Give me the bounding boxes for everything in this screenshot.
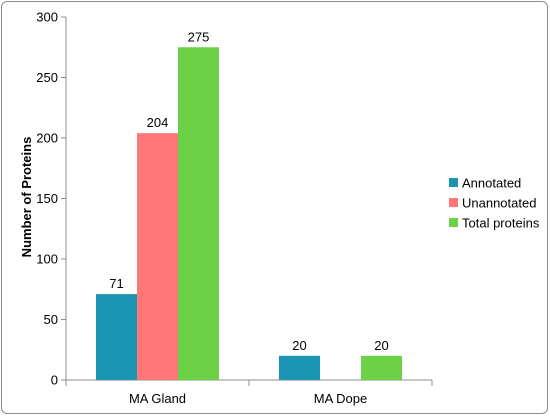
legend-swatch <box>449 178 458 187</box>
y-tick-label: 100 <box>36 252 58 267</box>
y-tick-label: 50 <box>44 312 58 327</box>
y-tick-label: 150 <box>36 191 58 206</box>
data-label: 71 <box>109 276 123 291</box>
data-label: 20 <box>292 338 306 353</box>
bar <box>178 47 219 380</box>
y-tick-label: 300 <box>36 10 58 25</box>
legend-swatch <box>449 198 458 207</box>
legend-label: Total proteins <box>462 216 540 231</box>
legend-label: Annotated <box>462 176 521 191</box>
legend-label: Unannotated <box>462 196 536 211</box>
bar <box>137 133 178 380</box>
legend-swatch <box>449 218 458 227</box>
bars <box>96 47 402 380</box>
data-label: 275 <box>188 29 210 44</box>
x-axis: MA Gland MA Dope <box>65 379 433 406</box>
x-tick-label: MA Dope <box>314 391 367 406</box>
bar <box>361 355 402 380</box>
y-tick-label: 250 <box>36 70 58 85</box>
data-label: 204 <box>147 115 169 130</box>
x-tick-label: MA Gland <box>129 391 186 406</box>
bar <box>96 294 137 380</box>
legend: Annotated Unannotated Total proteins <box>449 176 540 231</box>
y-axis-label: Number of Proteins <box>19 137 34 258</box>
y-tick-label: 200 <box>36 131 58 146</box>
data-labels: 71 204 275 20 20 <box>109 29 388 353</box>
y-tick-label: 0 <box>51 373 58 388</box>
bar <box>279 355 320 380</box>
data-label: 20 <box>374 338 388 353</box>
y-axis: 0 50 100 150 200 250 300 <box>36 10 67 388</box>
